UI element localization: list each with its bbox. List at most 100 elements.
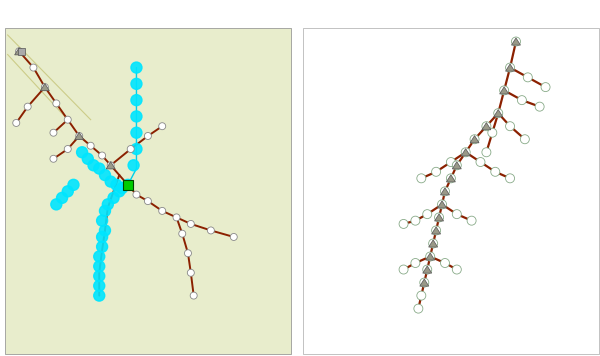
Circle shape <box>30 64 37 71</box>
Circle shape <box>482 122 491 131</box>
Circle shape <box>87 142 94 149</box>
Circle shape <box>103 199 113 210</box>
Circle shape <box>511 37 520 46</box>
Circle shape <box>145 198 151 205</box>
Circle shape <box>94 163 105 174</box>
Circle shape <box>111 179 122 190</box>
Polygon shape <box>452 162 461 169</box>
Circle shape <box>122 179 133 190</box>
Polygon shape <box>431 227 440 234</box>
Polygon shape <box>75 132 84 140</box>
Circle shape <box>173 214 180 221</box>
Circle shape <box>51 199 62 210</box>
Bar <box>19 48 25 55</box>
Circle shape <box>506 63 515 72</box>
Circle shape <box>100 169 110 180</box>
Circle shape <box>131 78 142 89</box>
Circle shape <box>431 226 440 235</box>
Circle shape <box>476 158 485 167</box>
Circle shape <box>440 187 449 196</box>
Circle shape <box>440 258 449 267</box>
Circle shape <box>133 191 140 198</box>
Circle shape <box>68 179 79 190</box>
Circle shape <box>97 215 107 226</box>
Circle shape <box>127 146 134 152</box>
Polygon shape <box>482 122 491 130</box>
Circle shape <box>428 239 437 248</box>
Circle shape <box>100 225 110 236</box>
Circle shape <box>467 216 476 225</box>
Polygon shape <box>446 175 455 182</box>
Circle shape <box>523 73 532 82</box>
Circle shape <box>62 186 73 197</box>
Circle shape <box>24 103 31 110</box>
Circle shape <box>500 86 509 95</box>
Circle shape <box>411 258 420 267</box>
Circle shape <box>76 132 83 140</box>
Circle shape <box>446 158 455 167</box>
Circle shape <box>399 219 408 229</box>
Bar <box>123 180 133 190</box>
Circle shape <box>131 111 142 122</box>
Circle shape <box>434 213 443 222</box>
Polygon shape <box>461 149 470 156</box>
Polygon shape <box>434 214 443 221</box>
Polygon shape <box>14 48 23 55</box>
Circle shape <box>431 167 440 176</box>
Circle shape <box>488 128 497 137</box>
Circle shape <box>105 176 116 187</box>
Polygon shape <box>437 201 446 208</box>
Circle shape <box>108 192 119 203</box>
Circle shape <box>187 220 194 227</box>
Polygon shape <box>500 87 509 94</box>
Circle shape <box>94 261 105 272</box>
Circle shape <box>414 304 423 313</box>
Circle shape <box>50 129 57 136</box>
Circle shape <box>517 96 526 105</box>
Circle shape <box>16 48 23 55</box>
Circle shape <box>82 153 93 164</box>
Circle shape <box>452 265 461 274</box>
Circle shape <box>399 265 408 274</box>
Circle shape <box>452 161 461 170</box>
Circle shape <box>56 192 68 203</box>
Circle shape <box>541 83 550 91</box>
Circle shape <box>94 251 105 262</box>
Circle shape <box>97 231 107 242</box>
Circle shape <box>446 174 455 183</box>
Circle shape <box>179 230 186 237</box>
Circle shape <box>50 155 57 162</box>
Circle shape <box>230 234 237 240</box>
Circle shape <box>131 127 142 138</box>
Circle shape <box>437 200 446 209</box>
Circle shape <box>107 162 114 169</box>
Circle shape <box>535 102 544 111</box>
Circle shape <box>77 147 88 158</box>
Polygon shape <box>420 279 429 286</box>
Polygon shape <box>511 38 520 45</box>
Circle shape <box>411 216 420 225</box>
Circle shape <box>159 123 166 130</box>
Circle shape <box>131 62 142 73</box>
Circle shape <box>53 100 60 107</box>
Circle shape <box>470 135 479 144</box>
Polygon shape <box>440 188 449 195</box>
Circle shape <box>64 146 71 152</box>
Bar <box>303 28 599 354</box>
Circle shape <box>100 205 110 216</box>
Circle shape <box>423 265 432 274</box>
Circle shape <box>128 160 139 171</box>
Circle shape <box>114 186 125 197</box>
Polygon shape <box>470 136 479 143</box>
Circle shape <box>116 183 128 194</box>
Circle shape <box>482 148 491 157</box>
Circle shape <box>506 122 515 131</box>
Circle shape <box>452 210 461 219</box>
Polygon shape <box>506 64 515 71</box>
Circle shape <box>190 292 197 299</box>
Circle shape <box>159 208 166 214</box>
Circle shape <box>491 167 500 176</box>
Circle shape <box>94 280 105 291</box>
Circle shape <box>494 109 503 118</box>
Polygon shape <box>425 253 434 260</box>
